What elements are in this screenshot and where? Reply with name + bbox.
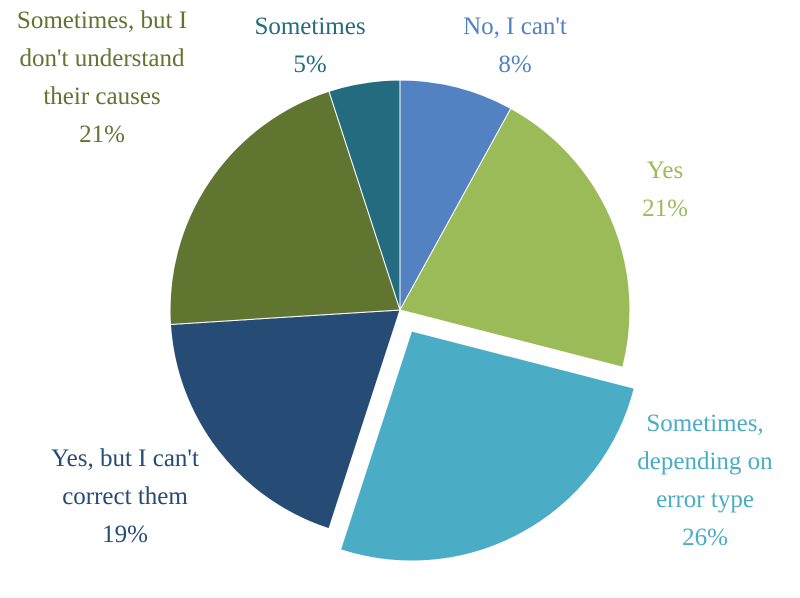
pie-slice — [169, 309, 401, 530]
value-label: 8% — [498, 51, 532, 78]
category-label: Sometimes — [254, 13, 366, 40]
value-label: 19% — [102, 521, 148, 548]
pie-slice — [169, 90, 401, 325]
category-label: Yes, but I can't correct them — [51, 445, 199, 510]
pie-slice — [339, 330, 635, 562]
value-label: 26% — [682, 524, 728, 551]
slice-label: No, I can't 8% — [435, 8, 595, 84]
slice-label: Sometimes, depending on error type 26% — [620, 405, 790, 557]
slice-label: Yes, but I can't correct them 19% — [35, 440, 215, 554]
slice-label: Sometimes, but I don't understand their … — [2, 2, 202, 154]
category-label: Yes — [646, 157, 684, 184]
value-label: 5% — [293, 51, 327, 78]
value-label: 21% — [79, 121, 125, 148]
slice-label: Yes 21% — [605, 152, 725, 228]
category-label: No, I can't — [463, 13, 567, 40]
value-label: 21% — [642, 195, 688, 222]
slice-label: Sometimes 5% — [230, 8, 390, 84]
pie-slice — [328, 79, 401, 311]
pie-slice — [399, 79, 512, 311]
category-label: Sometimes, but I don't understand their … — [16, 7, 188, 110]
category-label: Sometimes, depending on error type — [637, 410, 773, 513]
pie-slice — [399, 107, 631, 368]
